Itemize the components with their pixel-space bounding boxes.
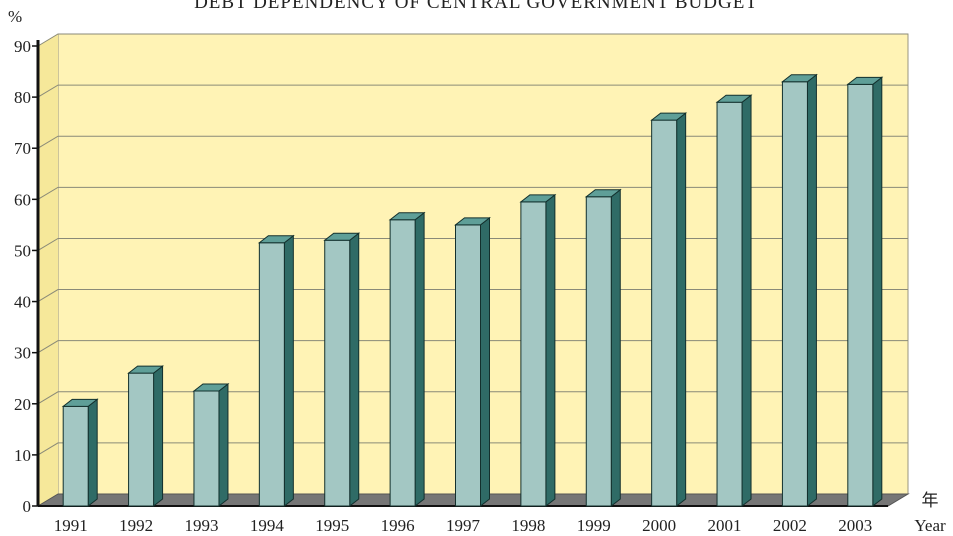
x-axis-label-chinese: 年 [922,491,939,510]
bar [780,73,818,508]
bar [388,211,426,508]
x-tick-label: 1994 [250,516,285,535]
x-tick-labels: 1991 1992 1993 1994 1995 1996 1997 1998 1999 2000… [54,516,873,535]
y-tick-label: 20 [14,395,31,414]
gridline [37,442,908,456]
x-axis-label: Year [914,516,946,535]
bar [257,234,295,508]
left-wall [38,34,58,506]
x-tick-label: 1991 [54,516,88,535]
chart-title: DEBT DEPENDENCY OF CENTRAL GOVERNMENT BU… [194,0,758,13]
y-tick-label: 70 [14,139,31,158]
y-tick-label: 80 [14,88,31,107]
gridline [37,289,908,302]
gridline [37,237,908,251]
y-tick-label: 40 [14,293,31,312]
x-tick-label: 2002 [773,516,807,535]
gridline [37,340,908,354]
bar [454,216,491,508]
gridline [37,186,908,200]
bar [61,398,99,508]
y-axis-unit-label: % [8,7,22,26]
x-tick-label: 1992 [119,516,153,535]
gridline [37,84,908,98]
x-tick-label: 1997 [446,516,481,535]
x-tick-label: 1999 [577,516,611,535]
bar [846,76,884,508]
y-tick-label: 50 [14,241,31,260]
bar [323,232,361,508]
x-tick-label: 1993 [184,516,218,535]
gridline [37,33,908,47]
y-tick-label: 90 [14,37,31,56]
y-tick-label: 0 [23,497,32,516]
bar [715,94,753,508]
bar [650,112,688,508]
gridline [37,391,908,405]
x-tick-label: 1996 [381,516,415,535]
y-tick-labels: 0 10 20 30 40 50 60 70 80 90 [14,37,38,516]
bar [127,365,165,508]
bar [584,188,622,508]
x-tick-label: 2001 [708,516,742,535]
y-tick-label: 10 [14,446,31,465]
bars-group [61,73,884,508]
bar [192,382,230,508]
y-tick-label: 30 [14,344,31,363]
x-tick-label: 1998 [511,516,545,535]
x-tick-label: 2003 [838,516,872,535]
gridline [37,135,908,149]
bar [519,193,557,508]
y-tick-label: 60 [14,190,31,209]
x-tick-label: 2000 [642,516,676,535]
x-tick-label: 1995 [315,516,349,535]
